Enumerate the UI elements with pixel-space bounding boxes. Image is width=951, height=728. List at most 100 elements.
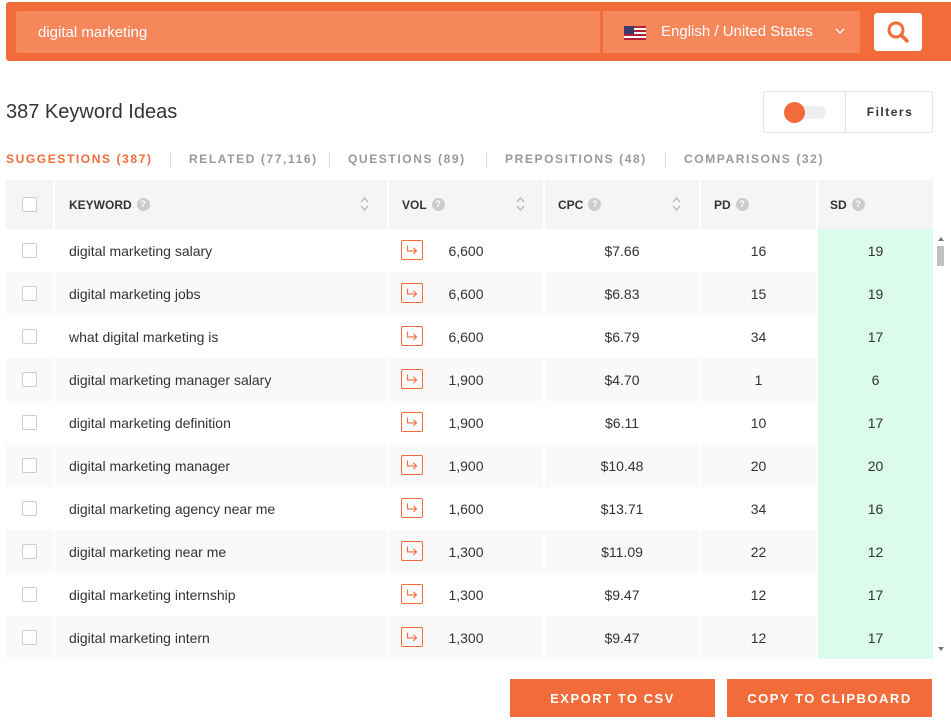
column-keyword[interactable]: KEYWORD? [55, 180, 389, 229]
column-keyword-label: KEYWORD [69, 197, 132, 212]
row-checkbox[interactable] [22, 286, 37, 301]
table-row: what digital marketing is 6,600 $6.79 34… [6, 315, 933, 358]
cpc-cell: $4.70 [545, 358, 701, 401]
pd-cell: 22 [701, 530, 818, 573]
keyword-table: KEYWORD? VOL? CPC? PD? SD? digital marke… [6, 180, 933, 659]
help-icon[interactable]: ? [735, 198, 749, 211]
keyword-text[interactable]: digital marketing manager [69, 457, 231, 474]
keyword-text[interactable]: digital marketing definition [69, 414, 231, 431]
keyword-cell: digital marketing definition [55, 401, 423, 444]
table-body: digital marketing salary 6,600 $7.66 16 … [6, 229, 933, 659]
open-keyword-arrow-icon[interactable] [401, 326, 423, 346]
vol-cell: 6,600 [389, 229, 545, 272]
cpc-cell: $11.09 [545, 530, 701, 573]
chevron-down-icon [835, 28, 845, 34]
keyword-text[interactable]: digital marketing salary [69, 242, 213, 259]
help-icon[interactable]: ? [136, 198, 150, 211]
help-icon[interactable]: ? [431, 198, 445, 211]
row-checkbox[interactable] [22, 458, 37, 473]
sd-cell: 17 [818, 315, 933, 358]
tab-suggestions[interactable]: SUGGESTIONS (387) [6, 152, 153, 166]
open-keyword-arrow-icon[interactable] [401, 412, 423, 432]
column-vol[interactable]: VOL? [389, 180, 545, 229]
keyword-cell: what digital marketing is [55, 315, 423, 358]
table-row: digital marketing agency near me 1,600 $… [6, 487, 933, 530]
table-row: digital marketing definition 1,900 $6.11… [6, 401, 933, 444]
keyword-text[interactable]: digital marketing internship [69, 586, 236, 603]
sd-cell: 17 [818, 573, 933, 616]
sd-cell: 19 [818, 272, 933, 315]
scroll-up-arrow-icon[interactable] [934, 234, 948, 244]
column-sd[interactable]: SD? [818, 180, 933, 229]
column-pd[interactable]: PD? [701, 180, 818, 229]
row-checkbox-cell [6, 229, 55, 272]
table-row: digital marketing jobs 6,600 $6.83 15 19 [6, 272, 933, 315]
sd-cell: 17 [818, 401, 933, 444]
help-icon[interactable]: ? [851, 198, 865, 211]
row-checkbox-cell [6, 530, 55, 573]
open-keyword-arrow-icon[interactable] [401, 627, 423, 647]
select-all-checkbox[interactable] [22, 197, 37, 212]
open-keyword-arrow-icon[interactable] [401, 369, 423, 389]
row-checkbox[interactable] [22, 630, 37, 645]
export-csv-button[interactable]: EXPORT TO CSV [510, 679, 715, 717]
cpc-cell: $7.66 [545, 229, 701, 272]
row-checkbox[interactable] [22, 415, 37, 430]
scroll-down-arrow-icon[interactable] [934, 644, 948, 654]
open-keyword-arrow-icon[interactable] [401, 498, 423, 518]
keyword-text[interactable]: digital marketing near me [69, 543, 227, 560]
row-checkbox-cell [6, 573, 55, 616]
pd-cell: 20 [701, 444, 818, 487]
scroll-thumb[interactable] [937, 246, 944, 266]
filters-panel: Filters [763, 91, 933, 133]
help-icon[interactable]: ? [588, 198, 602, 211]
language-select[interactable]: English / United States [602, 11, 860, 53]
pd-cell: 16 [701, 229, 818, 272]
column-vol-label: VOL [402, 197, 427, 212]
filters-button[interactable]: Filters [866, 105, 914, 119]
search-icon [887, 21, 909, 43]
row-checkbox[interactable] [22, 587, 37, 602]
sd-cell: 6 [818, 358, 933, 401]
keyword-text[interactable]: what digital marketing is [69, 328, 219, 345]
keyword-text[interactable]: digital marketing intern [69, 629, 210, 646]
keyword-cell: digital marketing intern [55, 616, 423, 659]
search-input[interactable] [16, 11, 600, 53]
tab-comparisons[interactable]: COMPARISONS (32) [684, 152, 825, 166]
open-keyword-arrow-icon[interactable] [401, 541, 423, 561]
row-checkbox[interactable] [22, 544, 37, 559]
tab-questions[interactable]: QUESTIONS (89) [348, 152, 466, 166]
keyword-text[interactable]: digital marketing agency near me [69, 500, 276, 517]
table-row: digital marketing internship 1,300 $9.47… [6, 573, 933, 616]
search-bar: English / United States [6, 2, 951, 61]
column-sd-label: SD [830, 197, 847, 212]
keyword-text[interactable]: digital marketing manager salary [69, 371, 272, 388]
tab-prepositions[interactable]: PREPOSITIONS (48) [505, 152, 647, 166]
row-checkbox-cell [6, 315, 55, 358]
open-keyword-arrow-icon[interactable] [401, 455, 423, 475]
search-button[interactable] [874, 13, 922, 51]
sd-cell: 16 [818, 487, 933, 530]
row-checkbox[interactable] [22, 372, 37, 387]
sd-cell: 20 [818, 444, 933, 487]
table-scrollbar[interactable] [934, 232, 948, 658]
filters-toggle[interactable] [764, 92, 846, 132]
open-keyword-arrow-icon[interactable] [401, 283, 423, 303]
keyword-text[interactable]: digital marketing jobs [69, 285, 201, 302]
row-checkbox[interactable] [22, 501, 37, 516]
tab-divider [665, 152, 666, 168]
column-cpc[interactable]: CPC? [545, 180, 701, 229]
copy-clipboard-button[interactable]: COPY TO CLIPBOARD [727, 679, 932, 717]
page-title: 387 Keyword Ideas [6, 101, 178, 123]
vol-cell: 1,900 [389, 358, 545, 401]
keyword-cell: digital marketing agency near me [55, 487, 423, 530]
table-row: digital marketing salary 6,600 $7.66 16 … [6, 229, 933, 272]
vol-cell: 6,600 [389, 315, 545, 358]
open-keyword-arrow-icon[interactable] [401, 584, 423, 604]
open-keyword-arrow-icon[interactable] [401, 240, 423, 260]
tab-related[interactable]: RELATED (77,116) [189, 152, 318, 166]
row-checkbox-cell [6, 487, 55, 530]
keyword-cell: digital marketing salary [55, 229, 423, 272]
row-checkbox[interactable] [22, 243, 37, 258]
row-checkbox[interactable] [22, 329, 37, 344]
